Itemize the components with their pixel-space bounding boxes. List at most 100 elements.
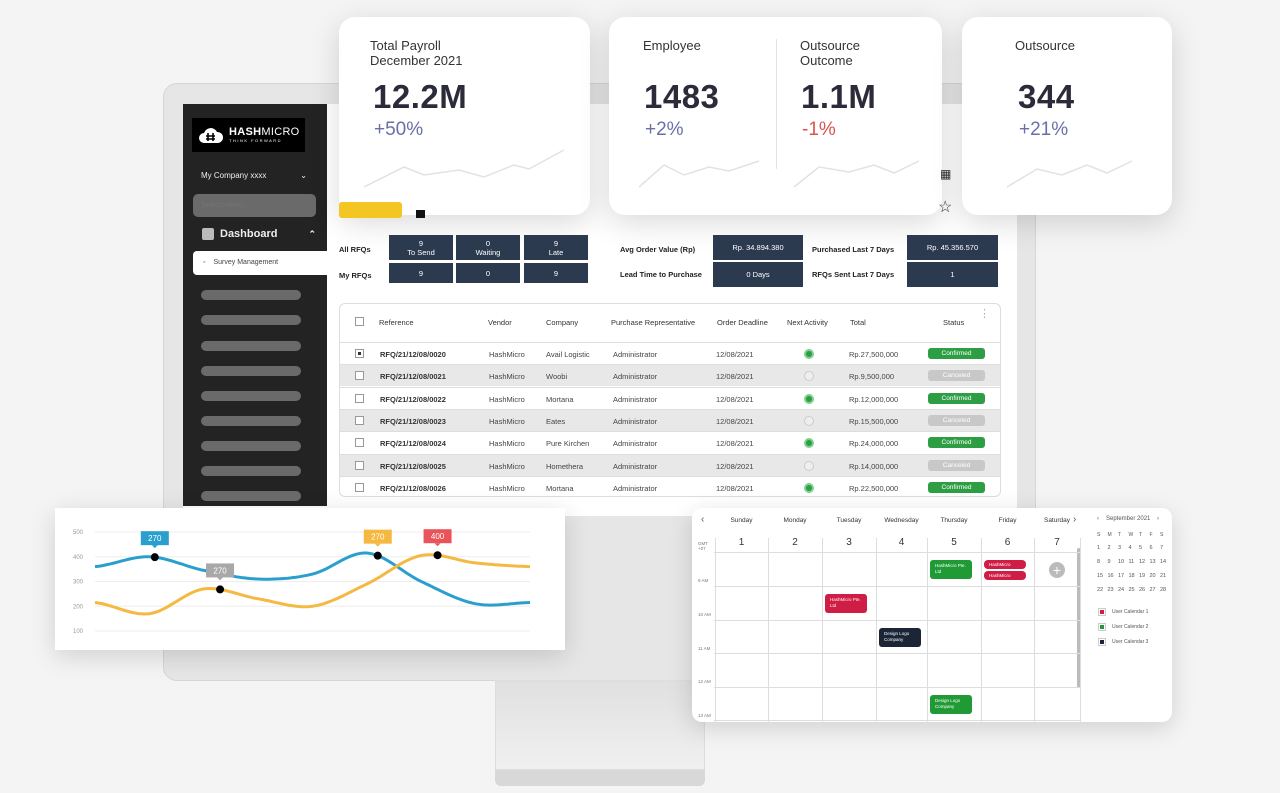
mini-date[interactable]: 21	[1160, 573, 1167, 579]
sidebar-menu-placeholder[interactable]	[201, 290, 301, 300]
date-number[interactable]: 3	[846, 537, 852, 548]
mini-date[interactable]: 24	[1118, 587, 1125, 593]
mini-date[interactable]: 10	[1118, 559, 1125, 565]
calendar-event[interactable]: HashMicro Pte. Ltd	[825, 594, 867, 613]
calendar-event[interactable]: HashMicro	[984, 571, 1026, 580]
mini-date[interactable]: 3	[1118, 545, 1122, 551]
reference[interactable]: RFQ/21/12/08/0023	[380, 416, 446, 426]
header-status[interactable]: Status	[943, 318, 965, 327]
reference[interactable]: RFQ/21/12/08/0021	[380, 372, 446, 382]
next-activity-icon[interactable]	[804, 371, 814, 382]
sidebar-menu-placeholder[interactable]	[201, 391, 301, 401]
mini-date[interactable]: 14	[1160, 559, 1167, 565]
reference[interactable]: RFQ/21/12/08/0024	[380, 439, 446, 449]
reference[interactable]: RFQ/21/12/08/0022	[380, 394, 446, 404]
rfq-all-waiting[interactable]: 0 Waiting	[456, 235, 520, 260]
calendar-event[interactable]: HashMicro Pte. Ltd	[930, 560, 972, 579]
row-checkbox[interactable]	[355, 438, 364, 448]
next-activity-icon[interactable]	[804, 349, 814, 359]
calendar-legend-item[interactable]: User Calendar 1	[1098, 608, 1148, 616]
sidebar-item-survey-management[interactable]: ◦ Survey Management	[193, 251, 327, 275]
mini-date[interactable]: 11	[1128, 559, 1135, 565]
mini-date[interactable]: 12	[1139, 559, 1146, 565]
mini-date[interactable]: 20	[1149, 573, 1156, 579]
lead-time-value[interactable]: 0 Days	[713, 262, 803, 287]
sidebar-menu-placeholder[interactable]	[201, 341, 301, 351]
rfq-all-to-send[interactable]: 9 To Send	[389, 235, 453, 260]
mini-date[interactable]: 18	[1128, 573, 1135, 579]
rfqs-sent-value[interactable]: 1	[907, 262, 998, 287]
mini-date[interactable]: 15	[1097, 573, 1104, 579]
rfq-all-late[interactable]: 9 Late	[524, 235, 588, 260]
add-event-icon[interactable]: +	[1049, 562, 1065, 578]
header-reference[interactable]: Reference	[379, 318, 414, 327]
table-row[interactable]: RFQ/21/12/08/0022 HashMicro Mortana Adminis…	[340, 386, 1000, 409]
row-checkbox[interactable]	[355, 482, 364, 492]
star-icon[interactable]: ☆	[938, 199, 953, 216]
next-activity-icon[interactable]	[804, 393, 814, 404]
header-order-deadline[interactable]: Order Deadline	[717, 318, 768, 327]
sidebar-menu-placeholder[interactable]	[201, 441, 301, 451]
company-selector[interactable]: My Company xxxx ⌄	[201, 171, 307, 180]
date-number[interactable]: 7	[1054, 537, 1060, 548]
calendar-legend-item[interactable]: User Calendar 3	[1098, 638, 1148, 646]
mini-date[interactable]: 28	[1160, 587, 1167, 593]
mini-date[interactable]: 26	[1139, 587, 1146, 593]
mini-date[interactable]: 17	[1118, 573, 1125, 579]
header-total[interactable]: Total	[850, 318, 866, 327]
calendar-scrollbar[interactable]	[1077, 548, 1081, 688]
mini-prev-icon[interactable]: ‹	[1097, 516, 1099, 522]
next-activity-icon[interactable]	[804, 460, 814, 471]
rfq-my-count[interactable]: 0	[456, 263, 520, 283]
table-row[interactable]: RFQ/21/12/08/0024 HashMicro Pure Kirchen Ad…	[340, 431, 1000, 453]
mini-date[interactable]: 5	[1139, 545, 1143, 551]
next-activity-icon[interactable]	[804, 482, 814, 493]
mini-date[interactable]: 16	[1107, 573, 1114, 579]
rfq-my-count[interactable]: 9	[524, 263, 588, 283]
header-company[interactable]: Company	[546, 318, 579, 327]
sidebar-menu-placeholder[interactable]	[201, 491, 301, 501]
sidebar-menu-placeholder[interactable]	[201, 416, 301, 426]
mini-date[interactable]: 2	[1107, 545, 1111, 551]
header-purchase-rep[interactable]: Purchase Representative	[611, 318, 696, 327]
header-vendor[interactable]: Vendor	[488, 318, 512, 327]
purchased-7days-value[interactable]: Rp. 45.356.570	[907, 235, 998, 260]
mini-date[interactable]: 1	[1097, 545, 1101, 551]
date-number[interactable]: 5	[951, 537, 957, 548]
row-checkbox[interactable]	[355, 415, 364, 425]
calendar-legend-item[interactable]: User Calendar 2	[1098, 623, 1148, 631]
rfq-my-count[interactable]: 9	[389, 263, 453, 283]
calendar-event[interactable]: HashMicro	[984, 560, 1026, 569]
table-row[interactable]: RFQ/21/12/08/0020 HashMicro Avail Logistic…	[340, 342, 1000, 364]
next-activity-icon[interactable]	[804, 438, 814, 449]
table-row[interactable]: RFQ/21/12/08/0023 HashMicro Eates Administr…	[340, 408, 1000, 431]
calendar-event[interactable]: Design Logo Company	[879, 628, 921, 647]
header-next-activity[interactable]: Next Activity	[787, 318, 828, 327]
mini-date[interactable]: 9	[1107, 559, 1111, 565]
mini-date[interactable]: 27	[1149, 587, 1156, 593]
reference[interactable]: RFQ/21/12/08/0020	[380, 350, 446, 359]
mini-date[interactable]: 7	[1160, 545, 1164, 551]
table-row[interactable]: RFQ/21/12/08/0025 HashMicro Homethera Admin…	[340, 453, 1000, 476]
mini-date[interactable]: 4	[1128, 545, 1132, 551]
sidebar-menu-placeholder[interactable]	[201, 366, 301, 376]
row-checkbox[interactable]	[355, 371, 364, 381]
row-checkbox[interactable]	[355, 460, 364, 470]
mini-date[interactable]: 23	[1107, 587, 1114, 593]
mini-date[interactable]: 25	[1128, 587, 1135, 593]
mini-date[interactable]: 19	[1139, 573, 1146, 579]
next-week-icon[interactable]: ›	[1073, 514, 1077, 525]
select-all-checkbox[interactable]	[355, 317, 364, 326]
calendar-event[interactable]: Design Logo Company	[930, 695, 972, 714]
table-row[interactable]: RFQ/21/12/08/0021 HashMicro Woobi Administr…	[340, 364, 1000, 387]
row-checkbox[interactable]	[355, 393, 364, 403]
table-row[interactable]: RFQ/21/12/08/0026 HashMicro Mortana Adminis…	[340, 475, 1000, 498]
mini-date[interactable]: 8	[1097, 559, 1101, 565]
sidebar-menu-placeholder[interactable]	[201, 315, 301, 325]
prev-week-icon[interactable]: ‹	[701, 514, 705, 525]
mini-next-icon[interactable]: ›	[1157, 516, 1159, 522]
date-number[interactable]: 2	[792, 537, 798, 548]
create-button[interactable]	[339, 202, 402, 218]
reference[interactable]: RFQ/21/12/08/0025	[380, 461, 446, 471]
next-activity-icon[interactable]	[804, 415, 814, 426]
